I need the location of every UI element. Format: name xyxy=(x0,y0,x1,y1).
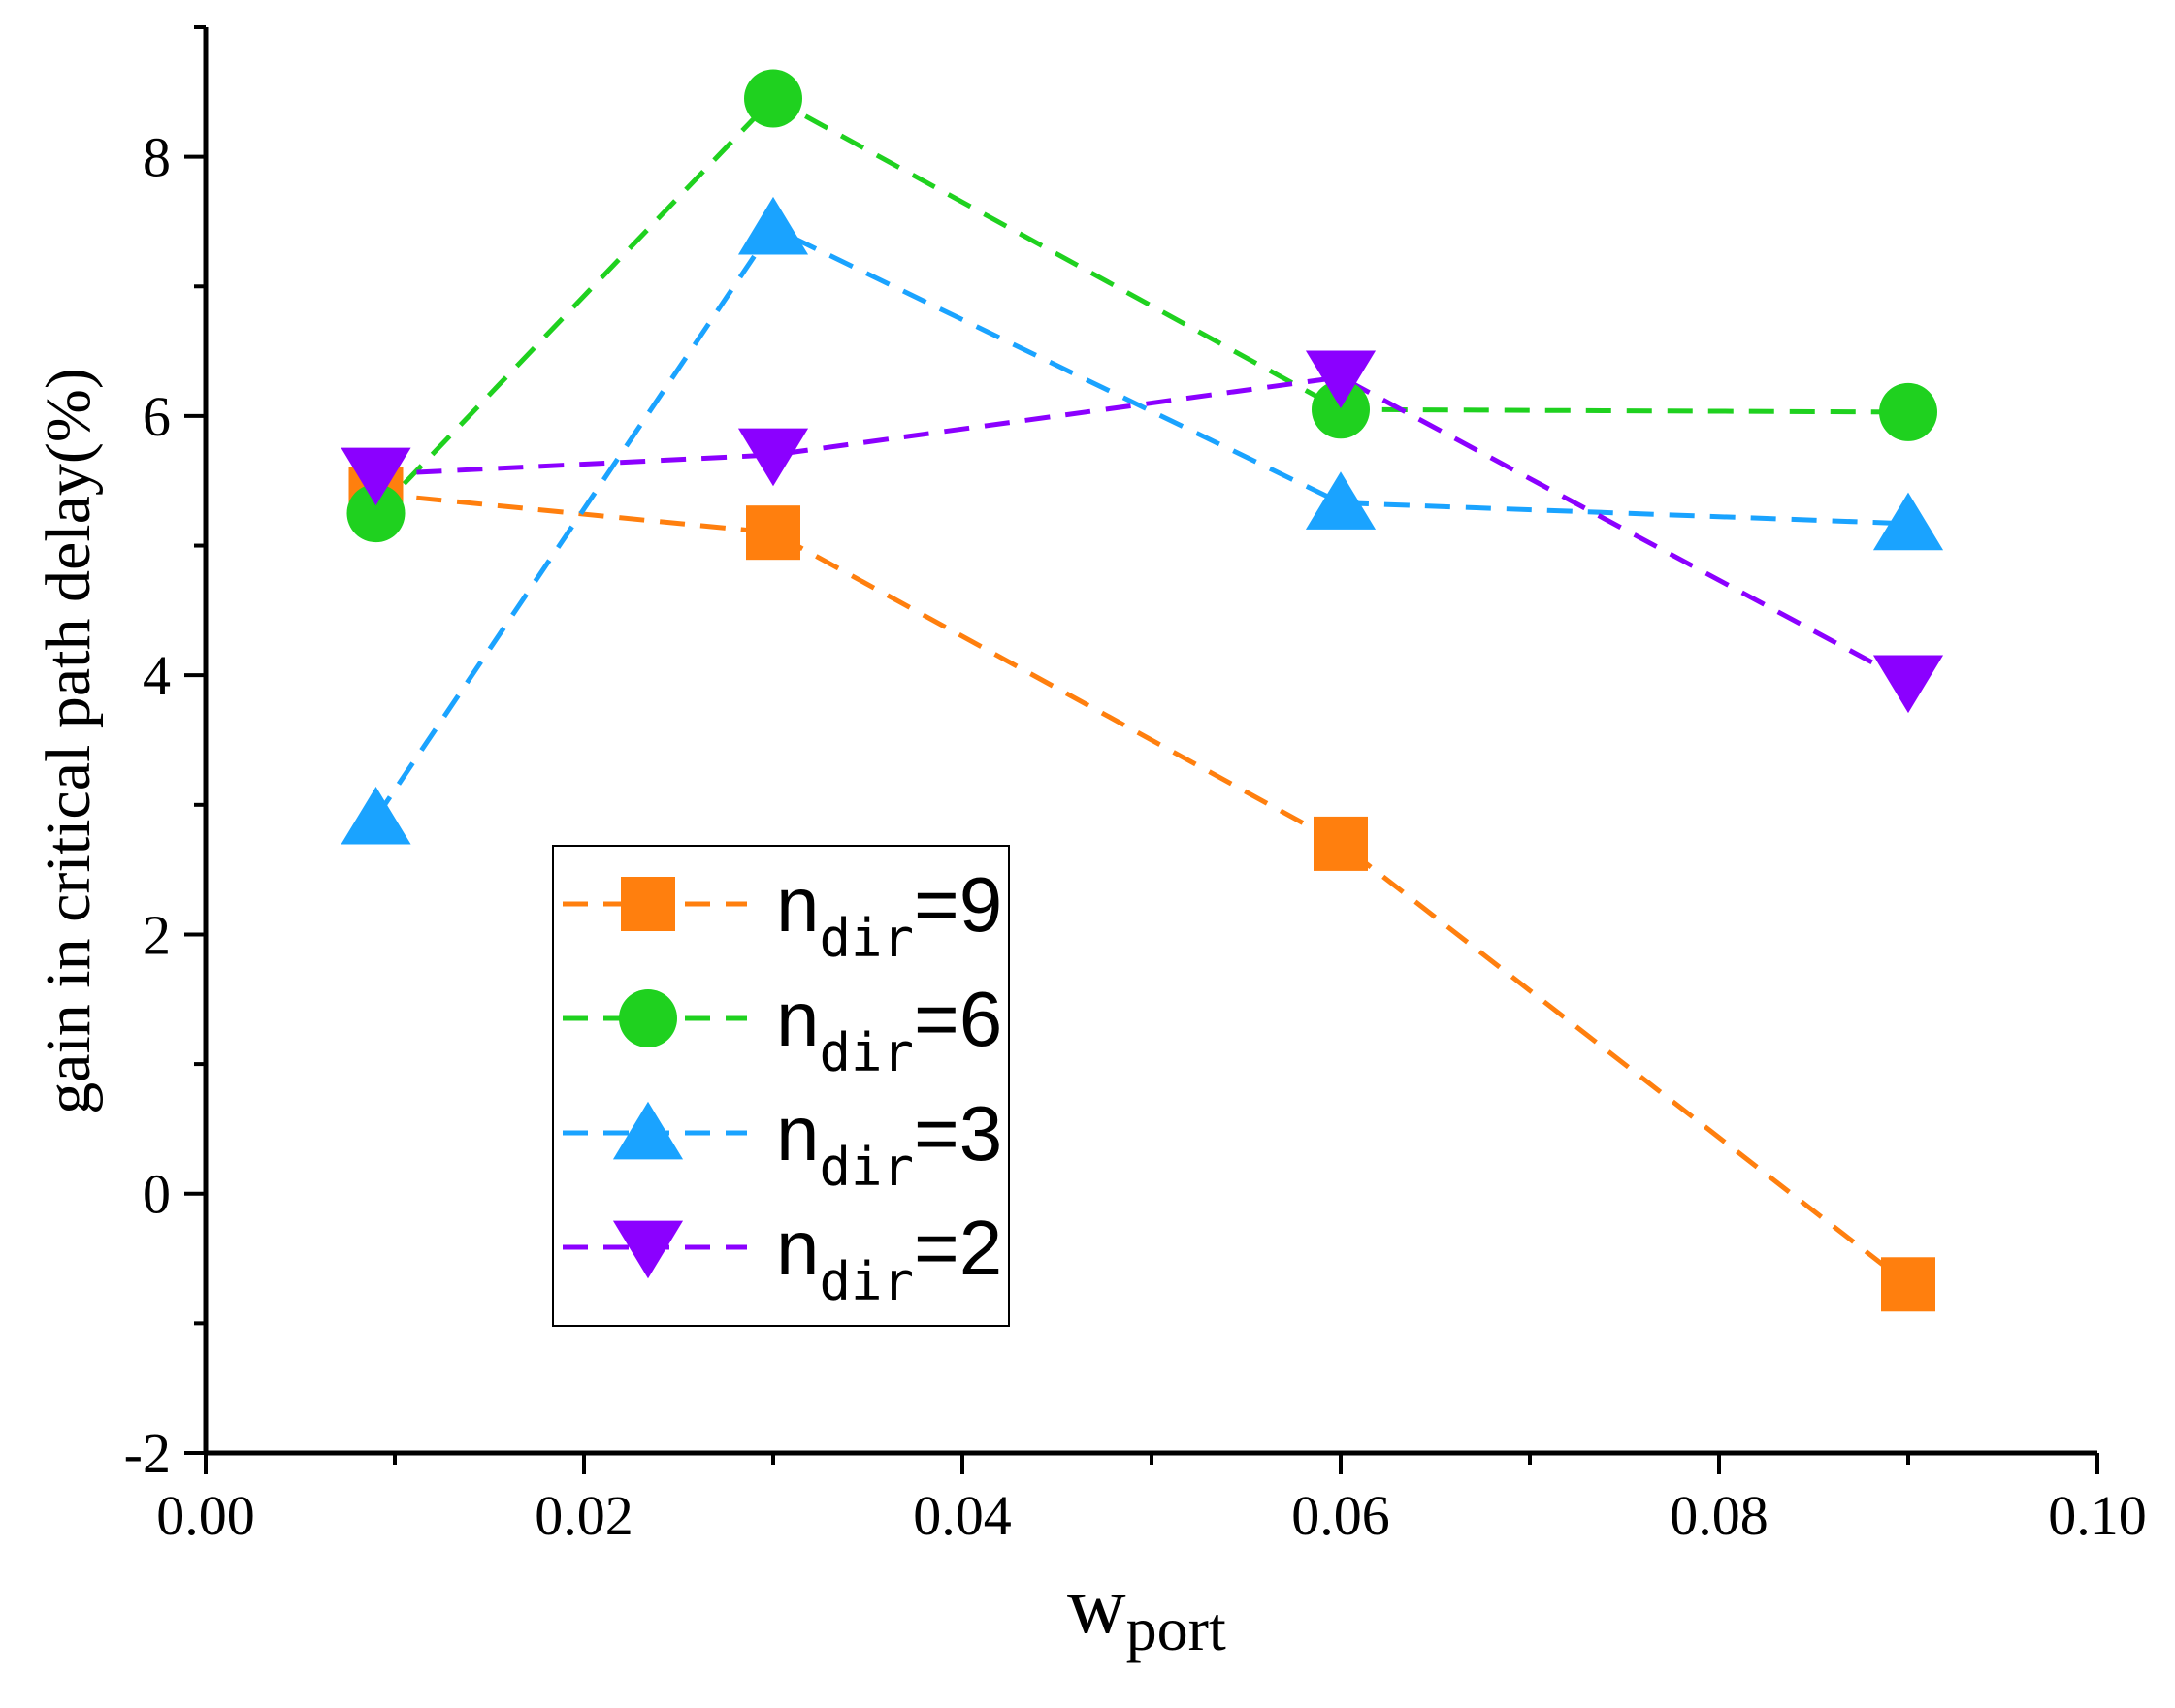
data-point-s4-3 xyxy=(1305,350,1377,409)
data-point-s3-2 xyxy=(737,196,809,255)
legend-label-sub: dir xyxy=(820,1022,915,1083)
legend-label: ndir=2 xyxy=(776,1205,1002,1312)
data-point-s1-2 xyxy=(746,505,800,561)
legend-label-main: n xyxy=(776,1205,820,1291)
legend-item-1: ndir=9 xyxy=(563,861,1002,969)
y-tick-label: 0 xyxy=(143,1163,171,1226)
x-tick-label: 0.02 xyxy=(535,1484,633,1547)
legend-label-main: n xyxy=(776,861,820,948)
legend-label-value: =9 xyxy=(914,861,1002,948)
legend-marker xyxy=(621,877,675,931)
data-point-s2-2 xyxy=(744,69,802,128)
x-axis-title-main: w xyxy=(1067,1561,1126,1651)
x-tick-label: 0.06 xyxy=(1291,1484,1390,1547)
legend-item-4: ndir=2 xyxy=(563,1205,1002,1312)
y-tick-label: 6 xyxy=(143,385,171,448)
legend-label-sub: dir xyxy=(820,908,915,969)
y-axis-title: gain in critical path delay(%) xyxy=(33,368,104,1114)
data-point-s2-4 xyxy=(1879,382,1937,441)
x-tick-label: 0.00 xyxy=(156,1484,255,1547)
y-tick-label: 8 xyxy=(143,126,171,189)
legend-marker xyxy=(612,1220,684,1279)
data-point-s2-3 xyxy=(1312,380,1370,439)
plot-lines xyxy=(373,95,1910,1287)
series-line-1 xyxy=(375,491,1910,1287)
y-tick-label: -2 xyxy=(124,1422,171,1485)
x-tick-label: 0.04 xyxy=(913,1484,1012,1547)
legend-label-value: =6 xyxy=(914,976,1002,1062)
data-point-s3-3 xyxy=(1305,471,1377,530)
legend-marker xyxy=(612,1101,684,1160)
data-point-s4-2 xyxy=(737,428,809,487)
legend-label-sub: dir xyxy=(820,1251,915,1312)
legend-label-sub: dir xyxy=(820,1137,915,1198)
x-axis-title-sub: port xyxy=(1126,1595,1226,1663)
series-line-3 xyxy=(373,224,1909,820)
legend-label-value: =2 xyxy=(914,1205,1002,1291)
legend-marker xyxy=(619,989,677,1047)
data-point-s3-4 xyxy=(1872,492,1944,551)
legend-item-3: ndir=3 xyxy=(563,1090,1002,1198)
legend-label: ndir=3 xyxy=(776,1090,1002,1198)
data-point-s2-1 xyxy=(346,484,406,543)
x-tick-label: 0.08 xyxy=(1670,1484,1769,1547)
data-point-s1-4 xyxy=(1881,1257,1935,1312)
series-line-4 xyxy=(375,374,1910,685)
legend-item-2: ndir=6 xyxy=(563,976,1002,1083)
x-tick-label: 0.10 xyxy=(2048,1484,2147,1547)
y-tick-label: 4 xyxy=(143,644,171,707)
series-line-2 xyxy=(373,95,1909,515)
y-tick-label: 2 xyxy=(143,903,171,966)
legend-label: ndir=6 xyxy=(776,976,1002,1083)
plot-markers xyxy=(341,69,1944,1312)
ticks: 0.00 0.02 0.04 0.06 0.08 0.10 -2 0 2 4 6 8 xyxy=(124,25,2147,1547)
legend-label-main: n xyxy=(776,1090,820,1176)
data-point-s1-3 xyxy=(1314,816,1368,871)
legend-label: ndir=9 xyxy=(776,861,1002,969)
data-point-s4-4 xyxy=(1872,655,1944,714)
data-point-s3-1 xyxy=(341,786,411,845)
data-point-s4-1 xyxy=(341,447,411,506)
legend-label-value: =3 xyxy=(914,1090,1002,1176)
x-axis-title: wport xyxy=(1067,1561,1226,1663)
legend-label-main: n xyxy=(776,976,820,1062)
